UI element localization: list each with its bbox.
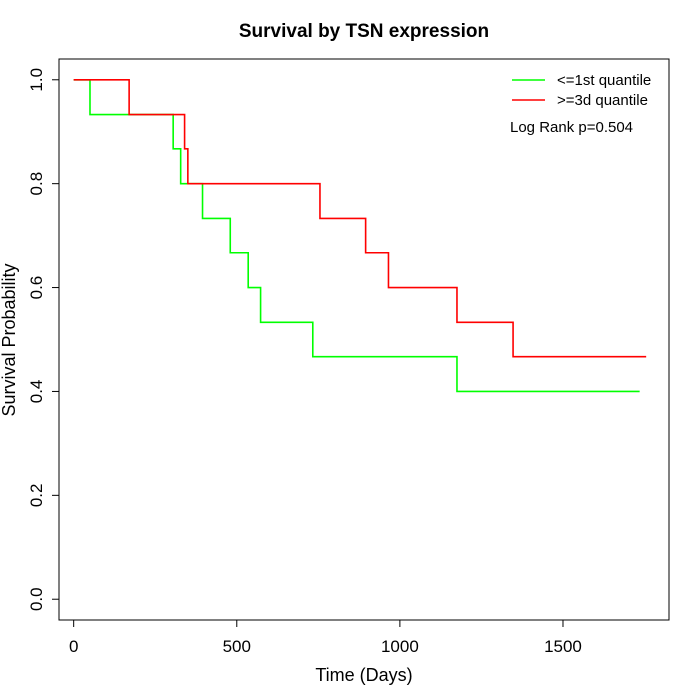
x-tick-label: 0	[69, 637, 78, 656]
legend-label: >=3d quantile	[557, 92, 648, 109]
chart-title: Survival by TSN expression	[239, 21, 489, 42]
survival-curve-high	[73, 78, 647, 358]
y-tick-label: 0.4	[27, 380, 46, 404]
y-tick-label: 1.0	[27, 68, 46, 92]
x-tick-label: 1500	[544, 637, 582, 656]
x-tick-label: 500	[223, 637, 251, 656]
plot-frame	[58, 58, 670, 621]
legend: <=1st quantile >=3d quantile	[512, 72, 651, 109]
series-layer	[73, 78, 647, 393]
survival-curve-low	[73, 78, 640, 393]
x-axis: 0 500 1000 1500	[69, 619, 582, 656]
log-rank-annotation: Log Rank p=0.504	[510, 119, 633, 136]
x-tick-label: 1000	[381, 637, 419, 656]
legend-label: <=1st quantile	[557, 72, 651, 89]
y-tick-label: 0.6	[27, 276, 46, 300]
y-tick-label: 0.0	[27, 587, 46, 611]
y-axis: 0.0 0.2 0.4 0.6 0.8 1.0	[27, 68, 60, 611]
y-tick-label: 0.2	[27, 484, 46, 508]
y-tick-label: 0.8	[27, 172, 46, 196]
y-axis-title: Survival Probability	[0, 263, 19, 416]
x-axis-title: Time (Days)	[315, 665, 412, 685]
